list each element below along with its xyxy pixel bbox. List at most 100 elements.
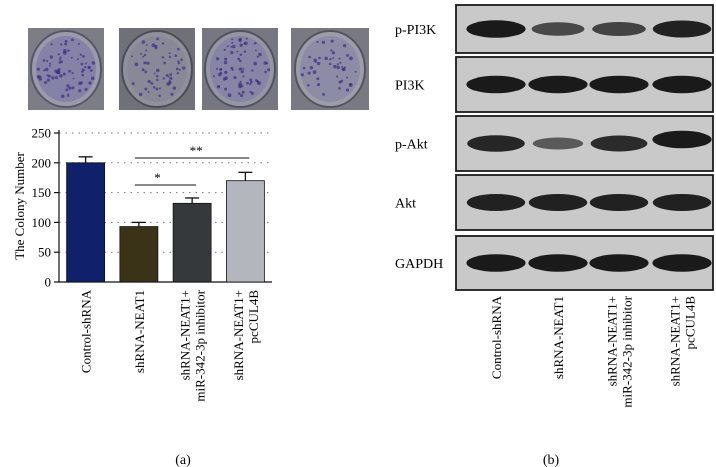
colony-dot [155, 87, 159, 91]
colony-dot [84, 65, 87, 69]
colony-dot [239, 53, 243, 56]
significance-label: ** [190, 143, 203, 158]
colony-dot [177, 47, 180, 51]
colony-dot [237, 57, 241, 61]
colony-dot [354, 70, 357, 73]
colony-dot [330, 49, 333, 52]
colony-dot [224, 57, 228, 61]
colony-dot [300, 73, 304, 77]
y-axis-label: The Colony Number [12, 152, 27, 260]
blot-band [528, 194, 588, 211]
colony-dot [330, 39, 334, 43]
colony-dot [238, 37, 242, 41]
colony-dot [336, 65, 340, 70]
colony-dot [144, 87, 148, 91]
colony-dot [255, 49, 257, 52]
colony-dot [245, 37, 248, 40]
colony-dot [88, 66, 91, 69]
colony-dot [226, 45, 229, 48]
colony-dot [170, 92, 174, 96]
colony-dot [328, 62, 332, 66]
colony-dot [175, 67, 179, 71]
colony-dot [85, 62, 88, 65]
colony-dot [322, 92, 326, 96]
colony-dot [238, 84, 242, 89]
colony-dot [253, 41, 257, 45]
colony-dot [256, 55, 259, 58]
colony-dot [46, 78, 50, 82]
blot-band [652, 75, 712, 94]
colony-dot [64, 42, 68, 46]
colony-dot [182, 66, 186, 70]
x-tick-label: Control-shRNA [79, 289, 94, 373]
colony-dot [57, 68, 60, 71]
blot-band [466, 254, 526, 272]
colony-dot [89, 69, 93, 72]
colony-dot [91, 61, 96, 65]
colony-dot [231, 68, 234, 71]
western-blot: p-PI3K PI3K p-Akt Akt GAPDH [395, 4, 714, 291]
colony-dot [267, 68, 271, 72]
colony-dot [162, 77, 166, 80]
colony-dot [338, 87, 341, 90]
colony-dot [156, 68, 160, 73]
colony-dot [316, 61, 321, 66]
colony-dot [65, 88, 69, 92]
colony-dot [246, 81, 249, 85]
colony-dot [141, 40, 146, 44]
colony-dot [232, 44, 236, 49]
y-tick-label: 100 [32, 215, 52, 230]
blot-row-label: p-Akt [395, 138, 428, 153]
colony-dot [161, 56, 165, 59]
blot-row-label: PI3K [395, 79, 425, 94]
colony-dot [318, 56, 321, 60]
colony-dot [316, 77, 320, 81]
significance-label: * [154, 170, 161, 185]
blot-row-label: Akt [395, 197, 416, 212]
colony-dot [177, 60, 180, 63]
colony-dot [156, 37, 160, 41]
colony-dot [146, 61, 150, 65]
colony-dot [45, 67, 49, 72]
colony-dot [49, 65, 51, 67]
blot-lane-label: pcCUL4B [683, 296, 698, 350]
bar [225, 180, 265, 283]
colony-dot [77, 42, 80, 45]
colony-dot [321, 40, 326, 45]
colony-dot [336, 63, 339, 66]
colony-dot [67, 94, 70, 97]
colony-dot [223, 60, 228, 65]
colony-dot [338, 80, 342, 84]
blot-band [528, 75, 588, 94]
colony-dot [219, 67, 223, 71]
x-tick-label: shRNA-NEAT1+ [231, 290, 246, 380]
colony-dot [68, 86, 72, 90]
blot-band [592, 22, 646, 36]
colony-dot [167, 75, 170, 78]
y-tick-label: 250 [32, 126, 52, 141]
colony-dot [82, 55, 85, 58]
colony-dot [312, 70, 317, 75]
colony-dot [317, 83, 321, 87]
colony-dot [227, 93, 232, 98]
blot-band [466, 75, 526, 94]
colony-dot [230, 45, 233, 48]
colony-dot [143, 61, 147, 65]
colony-dot [230, 50, 234, 55]
colony-dot [62, 49, 67, 53]
colony-dot [81, 68, 85, 72]
x-tick-label: shRNA-NEAT1+ [178, 290, 193, 380]
colony-dot [316, 40, 319, 44]
colony-dot [180, 58, 183, 61]
colony-dot [71, 71, 74, 75]
colony-dot [258, 52, 262, 57]
colony-dot [72, 77, 75, 80]
colony-dot [241, 90, 245, 94]
colony-dot [42, 59, 46, 62]
colony-dot [51, 76, 55, 80]
blot-band [589, 75, 649, 94]
colony-dot [151, 43, 156, 48]
colony-dot [131, 82, 135, 86]
colony-dot [58, 58, 61, 61]
